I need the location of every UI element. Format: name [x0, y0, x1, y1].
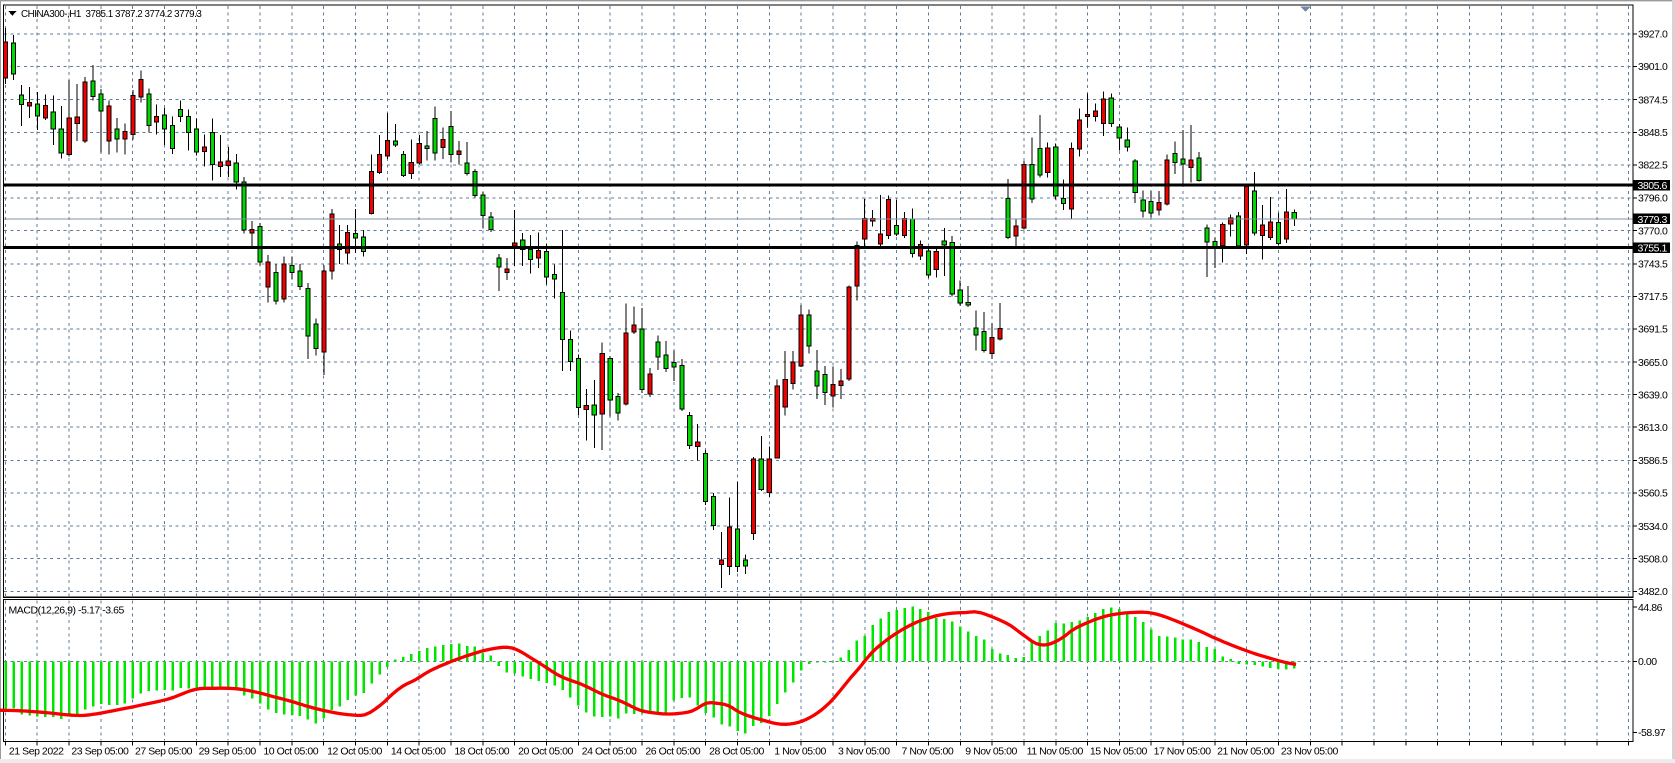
- svg-text:0.00: 0.00: [1638, 656, 1657, 668]
- svg-text:29 Sep 05:00: 29 Sep 05:00: [199, 746, 257, 758]
- svg-text:3534.0: 3534.0: [1638, 521, 1668, 533]
- svg-text:3770.0: 3770.0: [1638, 225, 1668, 237]
- svg-text:20 Oct 05:00: 20 Oct 05:00: [518, 746, 573, 758]
- svg-text:3613.0: 3613.0: [1638, 422, 1668, 434]
- svg-text:11 Nov 05:00: 11 Nov 05:00: [1027, 746, 1084, 758]
- svg-text:26 Oct 05:00: 26 Oct 05:00: [645, 746, 700, 758]
- svg-text:3779.3: 3779.3: [1638, 214, 1668, 226]
- svg-text:-58.97: -58.97: [1638, 727, 1666, 739]
- svg-text:3901.0: 3901.0: [1638, 61, 1668, 73]
- svg-text:14 Oct 05:00: 14 Oct 05:00: [391, 746, 446, 758]
- svg-text:21 Nov 05:00: 21 Nov 05:00: [1217, 746, 1275, 758]
- svg-text:28 Oct 05:00: 28 Oct 05:00: [709, 746, 764, 758]
- svg-text:3755.1: 3755.1: [1638, 243, 1668, 255]
- svg-text:27 Sep 05:00: 27 Sep 05:00: [135, 746, 193, 758]
- svg-text:9 Nov 05:00: 9 Nov 05:00: [965, 746, 1017, 758]
- svg-text:3560.5: 3560.5: [1638, 488, 1668, 500]
- svg-text:3848.5: 3848.5: [1638, 127, 1668, 139]
- svg-text:1 Nov 05:00: 1 Nov 05:00: [774, 746, 826, 758]
- svg-text:12 Oct 05:00: 12 Oct 05:00: [327, 746, 382, 758]
- svg-text:15 Nov 05:00: 15 Nov 05:00: [1090, 746, 1148, 758]
- svg-text:3927.0: 3927.0: [1638, 29, 1668, 41]
- svg-text:3665.0: 3665.0: [1638, 357, 1668, 369]
- svg-text:3691.5: 3691.5: [1638, 324, 1668, 336]
- svg-text:23 Nov 05:00: 23 Nov 05:00: [1281, 746, 1339, 758]
- svg-text:3805.6: 3805.6: [1638, 180, 1668, 192]
- svg-text:3796.0: 3796.0: [1638, 193, 1668, 205]
- svg-text:3508.0: 3508.0: [1638, 553, 1668, 565]
- svg-text:CHINA300-,H1 3785.1 3787.2 37: CHINA300-,H1 3785.1 3787.2 3774.2 3779.3: [21, 9, 202, 20]
- svg-text:21 Sep 2022: 21 Sep 2022: [9, 746, 64, 758]
- svg-text:3822.5: 3822.5: [1638, 160, 1668, 172]
- svg-text:44.86: 44.86: [1638, 602, 1663, 614]
- svg-text:3743.5: 3743.5: [1638, 259, 1668, 271]
- svg-text:17 Nov 05:00: 17 Nov 05:00: [1154, 746, 1212, 758]
- svg-text:3 Nov 05:00: 3 Nov 05:00: [838, 746, 890, 758]
- svg-text:3874.5: 3874.5: [1638, 94, 1668, 106]
- svg-text:7 Nov 05:00: 7 Nov 05:00: [902, 746, 954, 758]
- svg-text:MACD(12,26,9) -5.17 -3.65: MACD(12,26,9) -5.17 -3.65: [9, 605, 125, 617]
- svg-text:3482.0: 3482.0: [1638, 586, 1668, 598]
- svg-text:18 Oct 05:00: 18 Oct 05:00: [454, 746, 509, 758]
- svg-text:24 Oct 05:00: 24 Oct 05:00: [582, 746, 637, 758]
- svg-text:3717.5: 3717.5: [1638, 291, 1668, 303]
- svg-text:3586.5: 3586.5: [1638, 455, 1668, 467]
- svg-text:3639.0: 3639.0: [1638, 389, 1668, 401]
- svg-text:10 Oct 05:00: 10 Oct 05:00: [263, 746, 318, 758]
- svg-text:23 Sep 05:00: 23 Sep 05:00: [71, 746, 129, 758]
